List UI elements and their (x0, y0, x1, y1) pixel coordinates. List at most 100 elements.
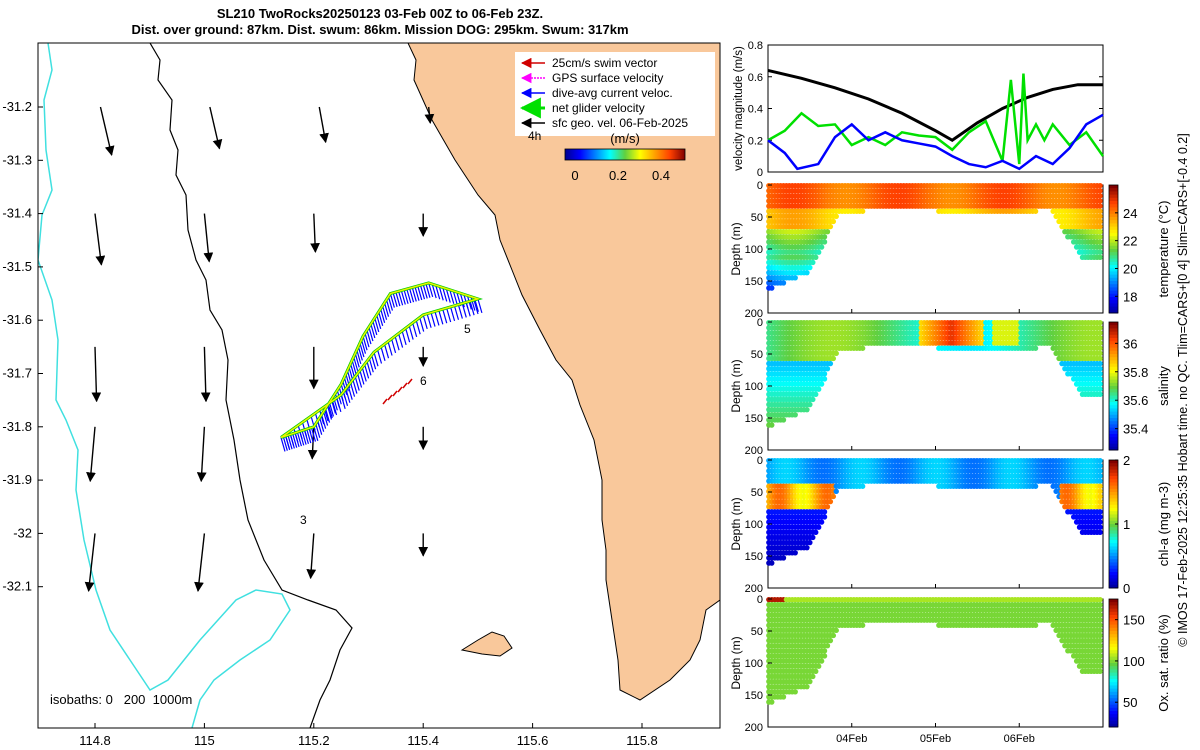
section-ytick-label: 50 (751, 349, 763, 361)
oxygen_section: 0 50 100 150 200 Depth (m) 50 100 150 Ox. sat. ra… (729, 594, 1171, 745)
geo-velocity-arrow (307, 426, 318, 460)
section-data-point (1097, 653, 1103, 659)
colorbar-segment (1109, 647, 1118, 651)
current-vector (469, 300, 475, 316)
section-colorbar-frame (1108, 184, 1119, 314)
current-vector (376, 349, 383, 364)
map-ytick-label: -31.2 (2, 99, 32, 114)
swim-vector (387, 394, 393, 401)
current-vector (380, 346, 386, 362)
colorbar-segment (1109, 446, 1118, 451)
current-vector (395, 291, 401, 307)
section-data-point (813, 668, 819, 675)
colorbar-segment (1109, 344, 1118, 349)
rottnest-island (460, 631, 513, 657)
section-data-point (1097, 632, 1103, 639)
map-xtick-label: 115.8 (626, 733, 658, 748)
colorbar-segment (1109, 290, 1118, 295)
section-data-point (818, 519, 825, 525)
section-data-point (1097, 463, 1103, 469)
colorbar-segment (1109, 322, 1118, 326)
section-data-point (824, 643, 831, 649)
colorbar-segment (1109, 711, 1118, 715)
salinity_section: 0 50 100 150 200 Depth (m) 35.4 35.6 35.8 36 salin… (729, 317, 1171, 457)
colorbar-segment (1109, 210, 1118, 215)
colorbar-segment (1109, 277, 1118, 282)
colorbar-segment (1109, 460, 1118, 464)
geo-velocity-arrow (84, 533, 96, 592)
section-data-point (804, 269, 810, 276)
section-data-point (780, 555, 787, 561)
current-vector (412, 322, 418, 338)
section-data-point (1097, 514, 1103, 520)
colorbar-segment (1109, 389, 1118, 393)
colorbar-segment (1109, 485, 1118, 490)
geo-velocity-arrow (209, 106, 223, 150)
current-vector (354, 353, 360, 368)
colorbar-segment (1109, 309, 1118, 314)
current-vector (470, 296, 476, 311)
legend-current-label: dive-avg current veloc. (552, 86, 673, 100)
colorbar-tick-label: 18 (1123, 289, 1137, 304)
colorbar-segment (1109, 363, 1118, 368)
current-vector (387, 341, 393, 356)
section-ylabel: Depth (m) (729, 636, 743, 689)
colorbar-segment (1109, 303, 1118, 308)
colorbar-segment (1109, 341, 1118, 345)
colorbar-segment (1109, 666, 1118, 670)
current-vector (408, 325, 414, 340)
section-ytick-label: 150 (745, 551, 763, 563)
colorbar-segment (1109, 213, 1118, 218)
colorbar-segment (1109, 675, 1118, 680)
colorbar-segment (1109, 476, 1118, 480)
colorbar-segment (1109, 347, 1118, 352)
colorbar-segment (1109, 669, 1118, 674)
current-vector (296, 431, 302, 447)
section-data-point (813, 391, 819, 398)
section-ylabel: Depth (m) (729, 359, 743, 412)
section-ytick-label: 150 (745, 276, 763, 288)
current-vector (319, 417, 325, 432)
current-vector (394, 336, 400, 351)
current-vector (280, 437, 286, 452)
current-vector (359, 370, 365, 385)
current-vector (378, 311, 384, 326)
section-ylabel: Depth (m) (729, 222, 743, 275)
section-data-point (815, 524, 822, 530)
colorbar-tick-0: 0 (571, 168, 578, 183)
track-label-6: 6 (420, 374, 427, 388)
section-data-point (804, 683, 810, 690)
section-data-point (780, 694, 787, 700)
colorbar-segment (1109, 524, 1118, 528)
section-data-point (821, 653, 828, 659)
colorbar-segment (1109, 398, 1118, 403)
colorbar-tick-label: 150 (1123, 613, 1145, 628)
colorbar-tick-2: 0.4 (652, 168, 670, 183)
section-data-point (1097, 643, 1103, 649)
colorbar-segment (1109, 239, 1118, 244)
colorbar-segment (1109, 331, 1118, 336)
section-data-point (827, 498, 834, 505)
section-data-point (821, 509, 828, 515)
current-vector (349, 382, 356, 397)
section-data-point (1097, 340, 1103, 346)
colorbar-segment (1109, 217, 1118, 221)
colorbar-segment (1109, 656, 1118, 661)
section-data-point (1097, 350, 1103, 357)
colorbar-segment (1109, 402, 1118, 406)
current-vector (371, 355, 377, 370)
section-xtick-label: 04Feb (836, 733, 867, 745)
section-data-point (1097, 617, 1103, 623)
section-ytick-label: 100 (745, 381, 763, 393)
colorbar-segment (1109, 370, 1118, 374)
map-colorbar: (m/s) 0 0.2 0.4 (564, 131, 686, 183)
colorbar-segment (1109, 287, 1118, 292)
current-vector (465, 302, 471, 317)
colorbar-segment (1109, 501, 1118, 506)
map-legend: 25cm/s swim vector GPS surface velocity … (515, 52, 715, 143)
colorbar-segment (1109, 395, 1118, 400)
isobath-1000m (38, 43, 291, 728)
section-data-point (807, 401, 813, 408)
section-data-point (859, 208, 866, 214)
